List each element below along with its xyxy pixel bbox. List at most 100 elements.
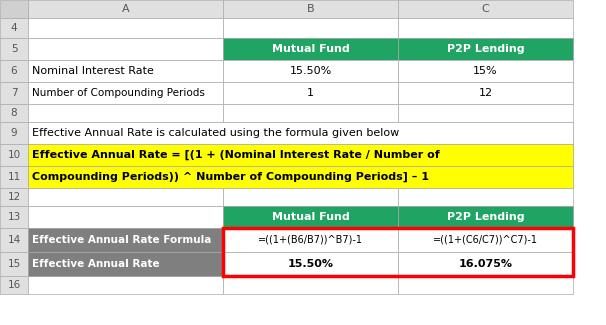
Bar (0, 38, 28, 60)
Text: P2P Lending: P2P Lending (447, 44, 524, 54)
Text: 7: 7 (11, 88, 18, 98)
Bar (223, 82, 398, 104)
Text: 12: 12 (479, 88, 493, 98)
Bar (0, 18, 28, 38)
Text: 16.075%: 16.075% (459, 259, 513, 269)
Bar (28, 144, 223, 166)
Bar (28, 276, 223, 294)
Bar (398, 60, 573, 82)
Text: 13: 13 (7, 212, 21, 222)
Text: 16: 16 (7, 280, 21, 290)
Text: =((1+(B6/B7))^B7)-1: =((1+(B6/B7))^B7)-1 (258, 235, 363, 245)
Text: 10: 10 (7, 150, 21, 160)
Bar (223, 252, 398, 276)
Bar (28, 144, 573, 166)
Bar (28, 18, 223, 38)
Bar (223, 60, 398, 82)
Bar (398, 82, 573, 104)
Bar (398, 144, 573, 166)
Text: 15%: 15% (473, 66, 498, 76)
Text: P2P Lending: P2P Lending (447, 212, 524, 222)
Bar (223, 144, 398, 166)
Bar (28, 104, 223, 122)
Bar (28, 166, 573, 188)
Bar (398, 38, 573, 60)
Text: Effective Annual Rate is calculated using the formula given below: Effective Annual Rate is calculated usin… (32, 128, 399, 138)
Bar (28, 60, 223, 82)
Text: 5: 5 (11, 44, 18, 54)
Bar (398, 60, 573, 82)
Bar (223, 82, 398, 104)
Text: 11: 11 (7, 172, 21, 182)
Bar (223, 228, 398, 252)
Text: Compounding Periods)) ^ Number of Compounding Periods] – 1: Compounding Periods)) ^ Number of Compou… (32, 172, 429, 182)
Bar (0, 82, 28, 104)
Bar (398, 206, 573, 228)
Bar (0, 122, 28, 144)
Bar (223, 0, 398, 18)
Bar (28, 166, 223, 188)
Bar (398, 252, 573, 276)
Bar (398, 82, 573, 104)
Bar (398, 188, 573, 206)
Bar (398, 166, 573, 188)
Bar (223, 104, 398, 122)
Text: 15.50%: 15.50% (287, 259, 333, 269)
Bar (223, 206, 398, 228)
Text: 9: 9 (11, 128, 18, 138)
Bar (223, 122, 398, 144)
Bar (398, 206, 573, 228)
Bar (398, 252, 573, 276)
Bar (28, 206, 223, 228)
Text: =((1+(C6/C7))^C7)-1: =((1+(C6/C7))^C7)-1 (433, 235, 538, 245)
Bar (0, 252, 28, 276)
Bar (223, 60, 398, 82)
Bar (0, 206, 28, 228)
Text: 12: 12 (7, 192, 21, 202)
Bar (28, 122, 223, 144)
Text: 8: 8 (11, 108, 18, 118)
Bar (223, 228, 573, 276)
Text: Mutual Fund: Mutual Fund (271, 44, 350, 54)
Text: Effective Annual Rate = [(1 + (Nominal Interest Rate / Number of: Effective Annual Rate = [(1 + (Nominal I… (32, 150, 440, 160)
Text: 1: 1 (307, 88, 314, 98)
Bar (398, 228, 573, 252)
Bar (398, 18, 573, 38)
Bar (223, 276, 398, 294)
Bar (28, 60, 223, 82)
Bar (28, 228, 223, 252)
Text: Mutual Fund: Mutual Fund (271, 212, 350, 222)
Bar (28, 252, 223, 276)
Bar (223, 252, 398, 276)
Bar (223, 38, 398, 60)
Bar (223, 228, 398, 252)
Bar (0, 166, 28, 188)
Bar (28, 252, 223, 276)
Bar (28, 82, 223, 104)
Text: A: A (122, 4, 129, 14)
Bar (0, 228, 28, 252)
Bar (28, 188, 223, 206)
Bar (223, 18, 398, 38)
Bar (0, 0, 28, 18)
Bar (28, 122, 573, 144)
Bar (0, 188, 28, 206)
Bar (0, 60, 28, 82)
Text: 6: 6 (11, 66, 18, 76)
Bar (223, 166, 398, 188)
Bar (398, 104, 573, 122)
Text: Number of Compounding Periods: Number of Compounding Periods (32, 88, 205, 98)
Bar (398, 122, 573, 144)
Text: 4: 4 (11, 23, 18, 33)
Bar (223, 206, 398, 228)
Bar (0, 104, 28, 122)
Text: Nominal Interest Rate: Nominal Interest Rate (32, 66, 154, 76)
Bar (0, 276, 28, 294)
Bar (398, 228, 573, 252)
Text: Effective Annual Rate Formula: Effective Annual Rate Formula (32, 235, 211, 245)
Text: 15: 15 (7, 259, 21, 269)
Text: 14: 14 (7, 235, 21, 245)
Text: B: B (307, 4, 315, 14)
Bar (398, 276, 573, 294)
Text: Effective Annual Rate: Effective Annual Rate (32, 259, 159, 269)
